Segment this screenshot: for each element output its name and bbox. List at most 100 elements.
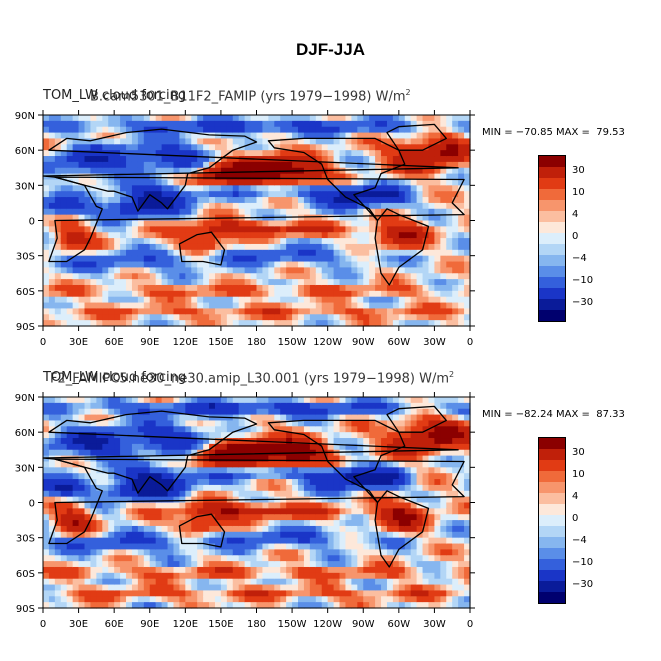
lon-tick-label: 0 xyxy=(40,337,46,348)
field-cell xyxy=(137,214,145,222)
field-cell xyxy=(72,484,80,492)
field-cell xyxy=(422,255,430,263)
field-cell xyxy=(84,473,92,480)
field-cell xyxy=(72,537,80,545)
field-cell xyxy=(404,420,412,427)
field-cell xyxy=(108,302,115,310)
field-cell xyxy=(102,525,109,533)
field-cell xyxy=(232,432,240,439)
field-cell xyxy=(422,144,430,151)
field-cell xyxy=(303,284,311,292)
field-cell xyxy=(351,290,358,298)
field-cell xyxy=(286,414,293,422)
field-cell xyxy=(108,115,115,122)
field-cell xyxy=(203,197,210,204)
field-cell xyxy=(327,414,335,422)
field-cell xyxy=(173,578,181,586)
field-cell xyxy=(416,255,424,263)
field-cell xyxy=(161,308,169,315)
field-cell xyxy=(458,126,465,134)
field-cell xyxy=(220,508,228,515)
field-cell xyxy=(262,455,269,463)
field-cell xyxy=(256,314,264,321)
field-cell xyxy=(209,408,216,416)
field-cell xyxy=(203,525,210,533)
field-cell xyxy=(375,144,382,151)
field-cell xyxy=(43,414,50,422)
field-cell xyxy=(185,279,192,286)
field-cell xyxy=(363,150,370,157)
field-cell xyxy=(72,496,80,504)
field-cell xyxy=(90,238,97,245)
field-cell xyxy=(381,290,388,298)
field-cell xyxy=(232,443,240,451)
field-cell xyxy=(48,279,56,286)
field-cell xyxy=(375,520,382,527)
field-cell xyxy=(131,408,139,416)
field-cell xyxy=(185,438,192,445)
field-cell xyxy=(78,120,86,128)
field-cell xyxy=(392,602,400,609)
field-cell xyxy=(137,150,145,157)
field-cell xyxy=(446,296,453,304)
field-cell xyxy=(321,226,329,233)
field-cell xyxy=(458,132,465,140)
field-cell xyxy=(357,284,364,292)
field-cell xyxy=(90,202,97,210)
field-cell xyxy=(416,484,424,492)
field-cell xyxy=(131,302,139,310)
field-cell xyxy=(440,167,447,175)
field-cell xyxy=(66,220,74,227)
field-cell xyxy=(315,308,323,315)
field-cell xyxy=(48,314,56,321)
field-cell xyxy=(298,302,305,310)
field-cell xyxy=(446,156,453,163)
field-cell xyxy=(386,197,394,204)
field-cell xyxy=(84,191,92,198)
field-cell xyxy=(280,255,287,263)
field-cell xyxy=(167,249,175,257)
field-cell xyxy=(108,426,115,433)
field-cell xyxy=(179,455,186,463)
field-cell xyxy=(84,179,92,186)
field-cell xyxy=(321,461,329,468)
field-cell xyxy=(339,397,347,404)
field-cell xyxy=(345,561,352,568)
field-cell xyxy=(404,449,412,457)
field-cell xyxy=(268,397,275,404)
field-cell xyxy=(303,520,311,527)
field-cell xyxy=(309,473,317,480)
field-cell xyxy=(220,150,228,157)
field-cell xyxy=(452,320,459,327)
field-cell xyxy=(232,566,240,574)
field-cell xyxy=(250,508,258,515)
field-cell xyxy=(280,138,287,145)
field-cell xyxy=(66,208,74,216)
field-cell xyxy=(339,238,347,245)
field-cell xyxy=(232,537,240,545)
field-cell xyxy=(398,461,406,468)
field-cell xyxy=(214,314,222,321)
field-cell xyxy=(185,590,192,597)
field-cell xyxy=(60,420,68,427)
field-cell xyxy=(173,226,181,233)
field-cell xyxy=(179,314,186,321)
field-cell xyxy=(274,555,281,562)
field-cell xyxy=(446,308,453,315)
field-cell xyxy=(66,267,74,274)
field-cell xyxy=(220,461,228,468)
field-cell xyxy=(458,185,465,192)
field-cell xyxy=(238,161,246,169)
field-cell xyxy=(327,208,335,216)
field-cell xyxy=(357,126,364,134)
field-cell xyxy=(43,255,50,263)
field-cell xyxy=(84,549,92,556)
field-cell xyxy=(416,197,424,204)
field-cell xyxy=(96,514,103,521)
field-cell xyxy=(214,602,222,609)
field-cell xyxy=(464,249,471,257)
field-cell xyxy=(286,426,293,433)
field-cell xyxy=(398,302,406,310)
field-cell xyxy=(220,238,228,245)
field-cell xyxy=(72,220,80,227)
